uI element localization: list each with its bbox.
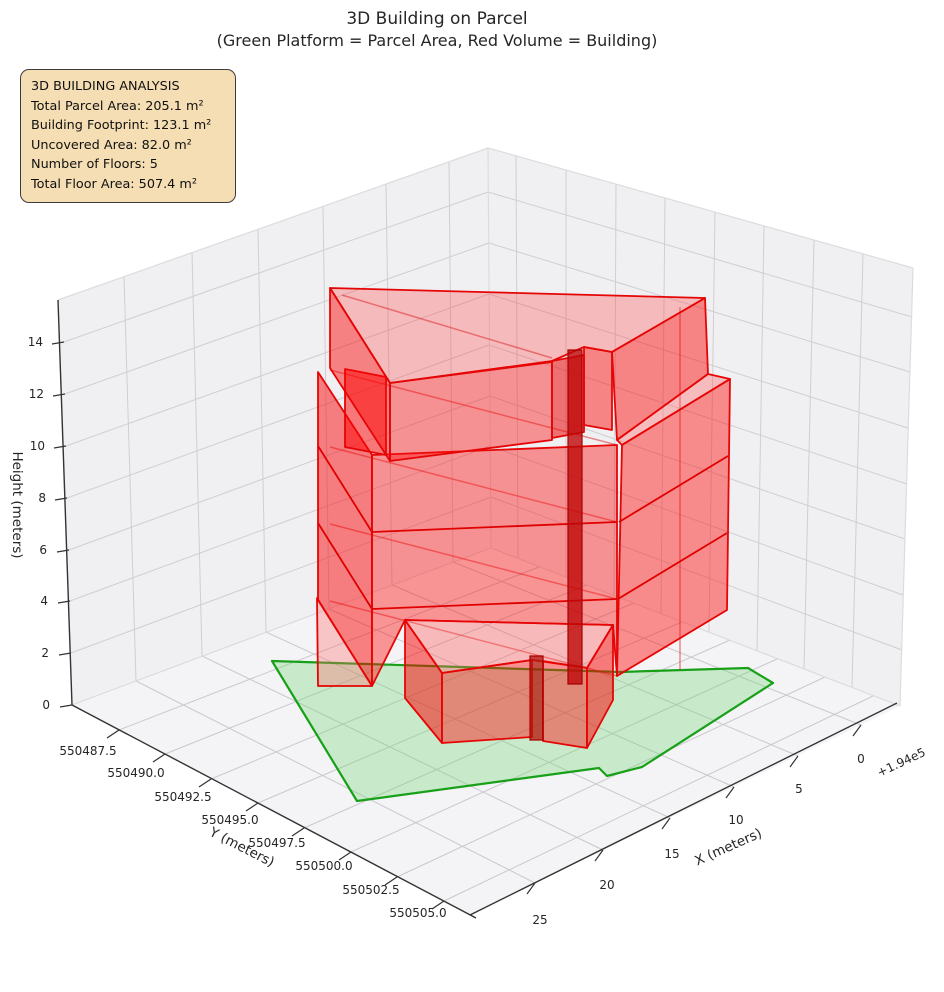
z-axis: 0 2 4 6 8 10 12 14 Height (meters) <box>9 299 73 712</box>
ground-floor-front-face <box>441 659 533 744</box>
z-axis-label: Height (meters) <box>9 451 25 558</box>
floor-pane <box>72 548 900 915</box>
shaft-column <box>567 349 583 685</box>
y-tick-label: 550502.5 <box>342 883 399 897</box>
chart-title: 3D Building on Parcel <box>346 9 528 29</box>
chart-subtitle: (Green Platform = Parcel Area, Red Volum… <box>216 31 658 50</box>
x-tick-label: 25 <box>532 913 547 927</box>
z-tick-label: 4 <box>40 594 48 608</box>
y-tick-label: 550490.0 <box>107 766 164 780</box>
analysis-box-line: Uncovered Area: 82.0 m² <box>31 137 192 153</box>
slab-line <box>317 445 373 533</box>
z-tick-label: 14 <box>28 335 43 349</box>
slab-line <box>317 522 373 610</box>
shaft-top-right-face <box>583 346 613 431</box>
y-tick-label: 550500.0 <box>295 859 352 873</box>
x-tick-label: 0 <box>857 752 865 766</box>
parcel-polygon <box>270 659 775 803</box>
x-tick-label: 10 <box>728 813 743 827</box>
z-tick-label: 2 <box>41 646 49 660</box>
analysis-box-heading: 3D BUILDING ANALYSIS <box>31 79 180 94</box>
z-tick-label: 12 <box>29 387 44 401</box>
y-tick-label: 550505.0 <box>389 906 446 920</box>
x-axis-offset-text: +1.94e5 <box>875 745 928 780</box>
parapet-edge <box>341 294 553 359</box>
analysis-box-line: Total Parcel Area: 205.1 m² <box>31 98 204 114</box>
analysis-box: 3D BUILDING ANALYSIS Total Parcel Area: … <box>20 69 236 203</box>
chart-title-block: 3D Building on Parcel (Green Platform = … <box>0 8 874 51</box>
building-volume <box>316 287 731 749</box>
x-tick-label: 20 <box>599 878 614 892</box>
entrance-column <box>529 655 544 741</box>
y-tick-label: 550492.5 <box>154 790 211 804</box>
z-tick-label: 6 <box>39 543 47 557</box>
analysis-box-line: Building Footprint: 123.1 m² <box>31 118 212 134</box>
analysis-box-line: Number of Floors: 5 <box>31 157 158 173</box>
z-tick-label: 0 <box>42 698 50 712</box>
floor5-front-face <box>389 361 553 462</box>
z-tick-label: 8 <box>38 491 46 505</box>
y-tick-label: 550497.5 <box>248 836 305 850</box>
y-tick-label: 550487.5 <box>59 744 116 758</box>
x-axis-label: X (meters) <box>692 825 764 869</box>
z-tick-label: 10 <box>30 439 45 453</box>
x-tick-label: 5 <box>795 782 803 796</box>
x-tick-label: 15 <box>664 847 679 861</box>
slab-line <box>617 532 728 600</box>
slab-line <box>618 455 729 523</box>
pane-edges <box>57 147 914 707</box>
analysis-box-line: Total Floor Area: 507.4 m² <box>31 176 197 192</box>
left-wall-grid <box>63 161 492 682</box>
y-tick-label: 550495.0 <box>201 813 258 827</box>
